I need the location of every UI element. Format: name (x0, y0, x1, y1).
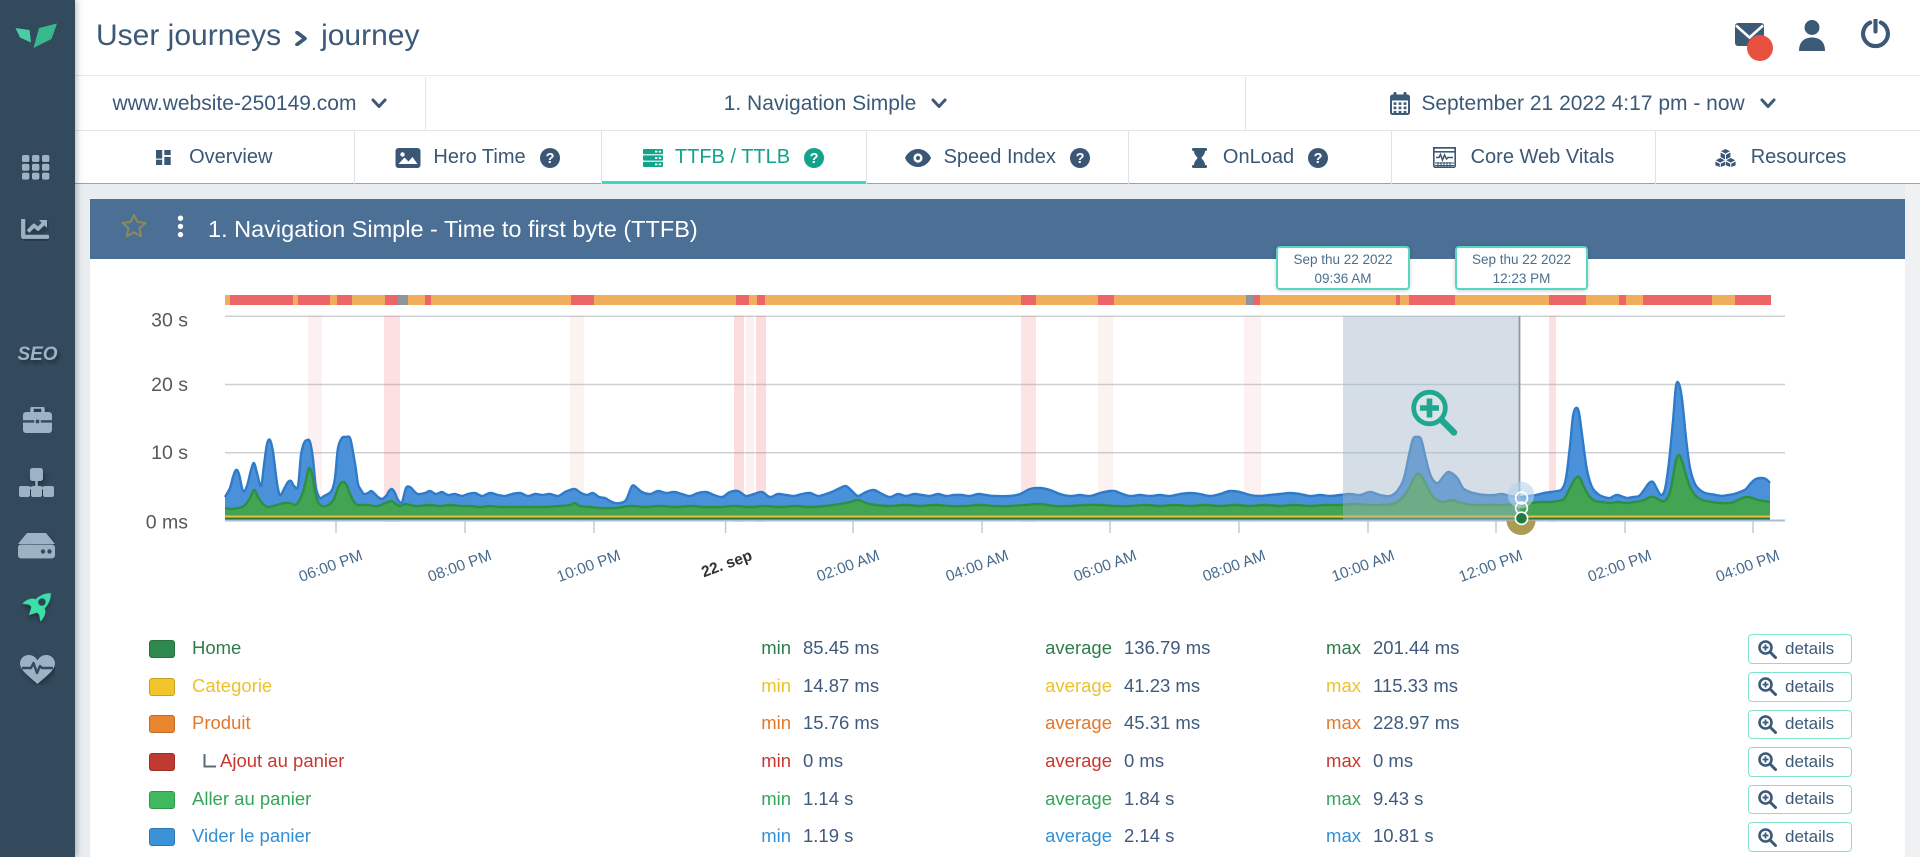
svg-text:30 s: 30 s (151, 310, 188, 332)
svg-text:10 s: 10 s (151, 442, 188, 464)
svg-text:04:00 AM: 04:00 AM (944, 547, 1011, 585)
svg-text:?: ? (1075, 151, 1084, 167)
svg-text:08:00 PM: 08:00 PM (426, 547, 494, 586)
svg-text:02:00 AM: 02:00 AM (815, 547, 882, 585)
svg-text:0 ms: 0 ms (146, 512, 189, 534)
svg-text:10:00 PM: 10:00 PM (555, 547, 623, 586)
svg-text:06:00 AM: 06:00 AM (1072, 547, 1139, 585)
svg-text:04:00 PM: 04:00 PM (1714, 547, 1782, 586)
svg-text:20 s: 20 s (151, 374, 188, 396)
svg-text:?: ? (545, 151, 554, 167)
svg-text:08:00 AM: 08:00 AM (1201, 547, 1268, 585)
svg-text:12:00 PM: 12:00 PM (1457, 547, 1525, 586)
svg-text:06:00 PM: 06:00 PM (297, 547, 365, 586)
svg-text:?: ? (1314, 151, 1323, 167)
svg-text:02:00 PM: 02:00 PM (1586, 547, 1654, 586)
svg-text:22. sep: 22. sep (699, 547, 754, 581)
svg-text:?: ? (810, 151, 819, 167)
svg-text:10:00 AM: 10:00 AM (1330, 547, 1397, 585)
